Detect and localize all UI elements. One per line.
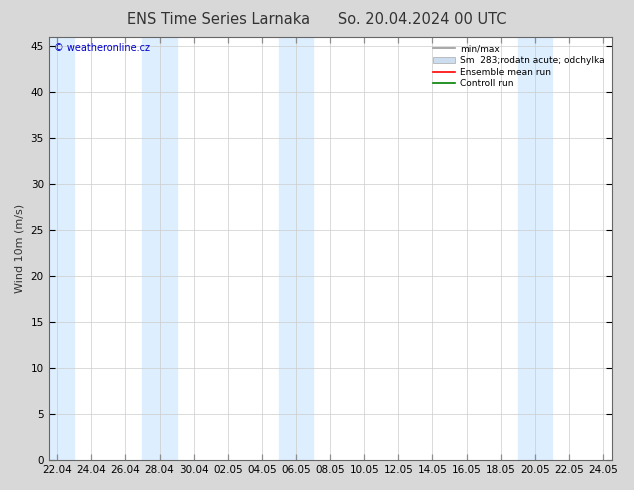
Bar bbox=[49, 37, 74, 460]
Text: © weatheronline.cz: © weatheronline.cz bbox=[55, 44, 150, 53]
Legend: min/max, Sm  283;rodatn acute; odchylka, Ensemble mean run, Controll run: min/max, Sm 283;rodatn acute; odchylka, … bbox=[430, 42, 607, 91]
Text: ENS Time Series Larnaka      So. 20.04.2024 00 UTC: ENS Time Series Larnaka So. 20.04.2024 0… bbox=[127, 12, 507, 27]
Bar bbox=[518, 37, 552, 460]
Bar bbox=[279, 37, 313, 460]
Y-axis label: Wind 10m (m/s): Wind 10m (m/s) bbox=[15, 204, 25, 293]
Bar bbox=[143, 37, 177, 460]
